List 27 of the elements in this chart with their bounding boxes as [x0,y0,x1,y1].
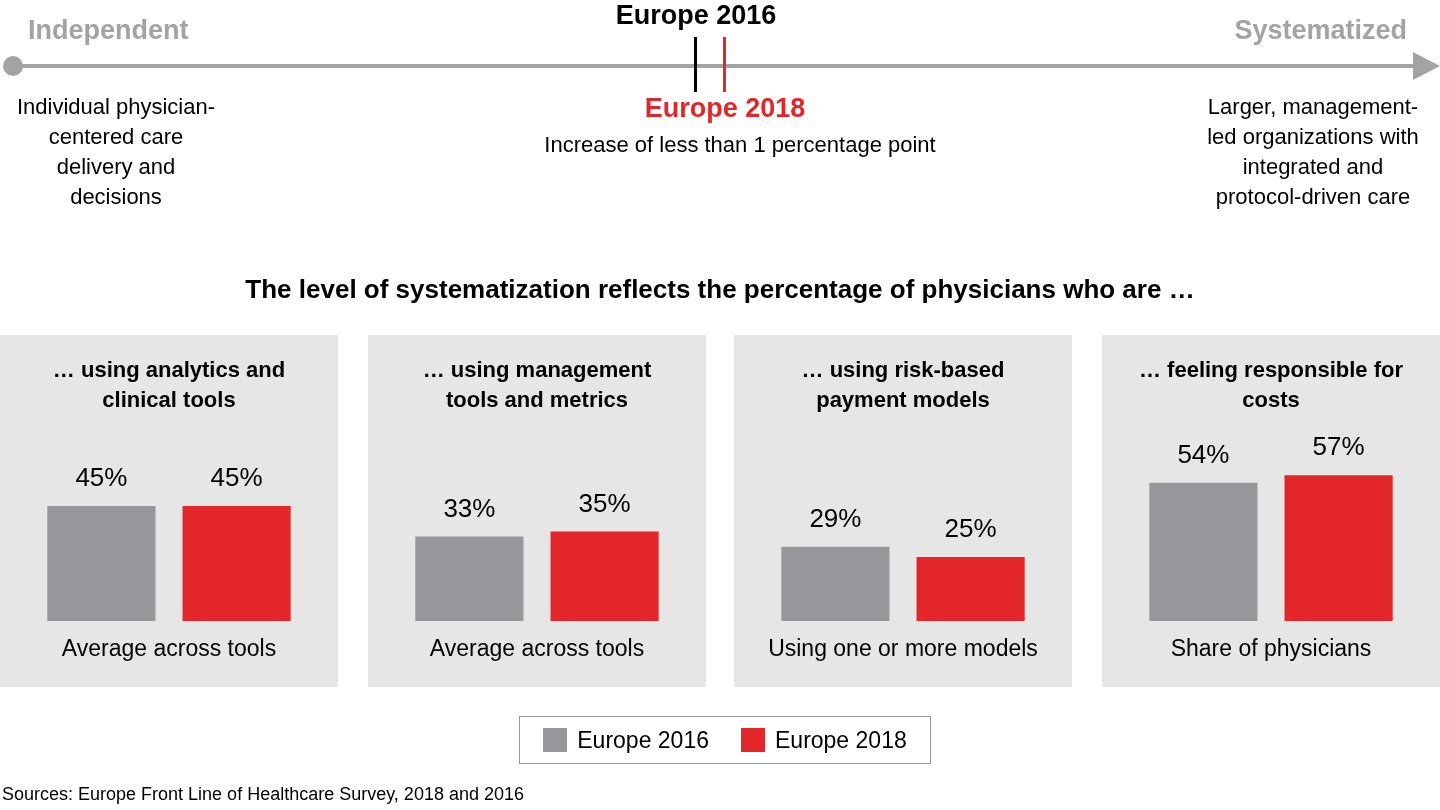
source-note: Sources: Europe Front Line of Healthcare Survey, 2018 and 2016 [2,784,524,805]
x-axis-title: Share of physicians [1169,635,1373,662]
chart-title: … using management tools and metrics [421,356,653,414]
x-axis-title: Using one or more models [767,635,1039,662]
text: Europe 2016 [614,0,778,31]
text: Increase of less than 1 percentage point [543,132,937,158]
data-label: 35% [578,487,631,518]
data-label: 57% [1312,431,1365,462]
chart-title: … using analytics and clinical tools [51,356,287,414]
data-label: 29% [809,502,862,533]
data-label: 54% [1177,439,1230,470]
text: Individual physician-centered care delivery and decisions [15,93,217,211]
data-label: 25% [944,513,997,544]
text: Systematized [1234,15,1407,46]
text: Independent [28,15,189,46]
x-axis-title: Average across tools [60,635,278,662]
data-label: 45% [210,462,263,493]
text: Larger, management-led organizations with integrated and protocol-driven care [1206,93,1420,211]
data-label: 33% [443,492,496,523]
data-label: 45% [75,462,128,493]
text: Europe 2018 [643,93,807,124]
text: The level of systematization reflects the percentage of physicians who are … [244,274,1196,305]
chart-title: … using risk-based payment models [800,356,1006,414]
legend-label: Europe 2016 [577,726,709,754]
x-axis-title: Average across tools [428,635,646,662]
chart-title: … feeling responsible for costs [1137,356,1404,414]
legend-label: Europe 2018 [775,726,907,754]
